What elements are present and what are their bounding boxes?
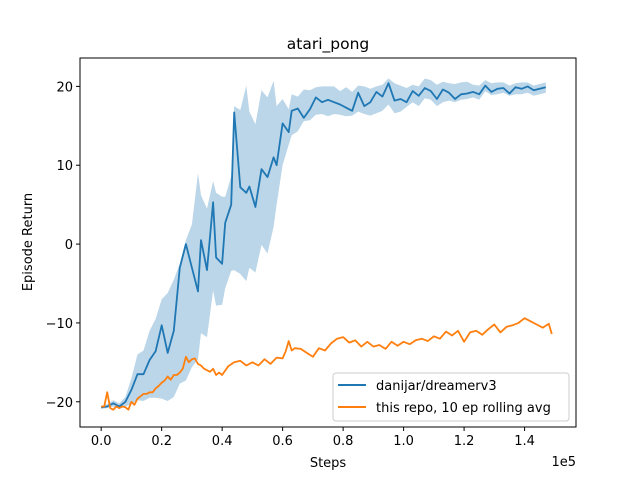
series-1-line <box>101 317 553 411</box>
chart-title: atari_pong <box>287 35 370 54</box>
x-tick-label: 0.0 <box>91 434 112 449</box>
x-tick-label: 1.4 <box>514 434 535 449</box>
x-tick-label: 0.4 <box>212 434 233 449</box>
legend-box <box>332 372 570 422</box>
y-axis-title: Episode Return <box>21 193 36 291</box>
series-0-line <box>101 82 547 409</box>
y-tick-label: 20 <box>56 80 73 95</box>
x-tick-label: 1.0 <box>393 434 414 449</box>
y-tick-label: 10 <box>56 159 73 174</box>
y-tick-label: 0 <box>65 238 73 253</box>
y-tick-label: −20 <box>46 396 73 411</box>
legend: danijar/dreamerv3 this repo, 10 ep rolli… <box>332 372 570 422</box>
x-tick-label: 1.2 <box>454 434 475 449</box>
x-axis-title: Steps <box>310 456 347 471</box>
plot-area <box>101 78 553 411</box>
legend-label-danijar-dreamerv3: danijar/dreamerv3 <box>376 379 497 394</box>
series-0-confidence-band <box>101 78 546 409</box>
x-tick-label: 0.6 <box>272 434 293 449</box>
y-axis: −20 −10 0 10 20 <box>46 80 80 411</box>
legend-label-this-repo: this repo, 10 ep rolling avg <box>376 401 551 416</box>
y-tick-label: −10 <box>46 317 73 332</box>
plot-frame <box>79 57 577 428</box>
x-axis: 0.0 0.2 0.4 0.6 0.8 1.0 1.2 1.4 <box>91 427 535 449</box>
x-axis-offset-label: 1e5 <box>551 455 576 470</box>
x-tick-label: 0.8 <box>333 434 354 449</box>
x-tick-label: 0.2 <box>151 434 172 449</box>
